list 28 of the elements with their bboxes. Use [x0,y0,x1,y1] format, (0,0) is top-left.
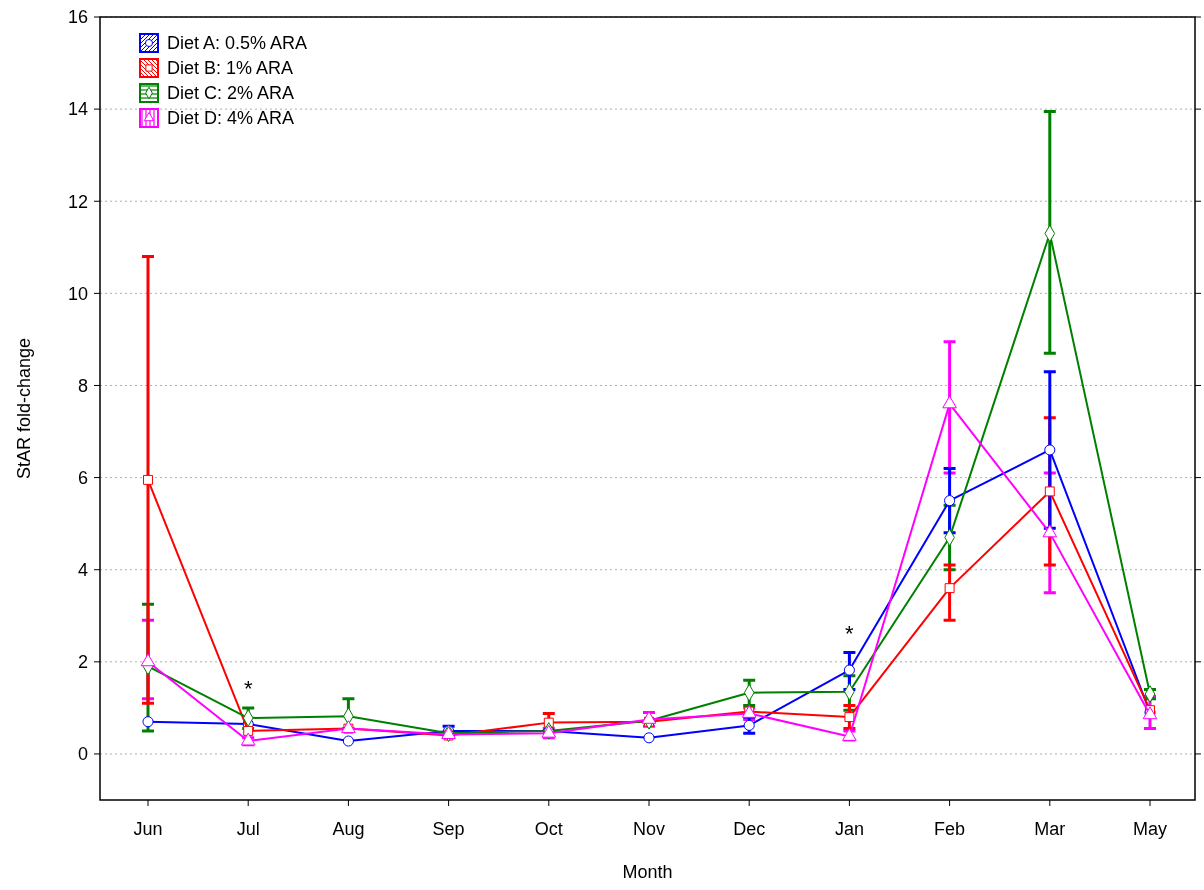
annotation: * [845,620,855,646]
legend-label: Diet C: 2% ARA [167,83,295,104]
y-tick-label: 10 [67,283,88,304]
x-tick-label: Mar [1034,819,1066,839]
x-tick-label: Sep [432,819,465,839]
y-tick-label: 0 [77,744,88,765]
x-tick-label: Oct [534,819,563,839]
legend-label: Diet B: 1% ARA [167,58,294,79]
y-tick-label: 12 [67,191,88,212]
y-tick-label: 6 [77,467,88,488]
x-tick-label: Feb [934,819,966,839]
x-tick-label: Aug [332,819,365,839]
x-tick-label: Jun [133,819,163,839]
y-tick-label: 14 [67,99,88,120]
y-tick-label: 16 [67,7,88,28]
legend-label: Diet A: 0.5% ARA [167,33,308,54]
x-tick-label: Dec [733,819,766,839]
x-tick-label: Jul [236,819,260,839]
y-tick-label: 2 [77,652,88,673]
annotation: * [243,675,253,701]
y-tick-label: 4 [77,560,88,581]
y-tick-label: 8 [77,375,88,396]
x-tick-label: Nov [632,819,666,839]
x-axis-title: Month [622,862,673,882]
y-axis-title: StAR fold-change [14,337,34,480]
legend-label: Diet D: 4% ARA [167,108,295,129]
x-tick-label: May [1132,819,1168,839]
x-tick-label: Jan [834,819,864,839]
